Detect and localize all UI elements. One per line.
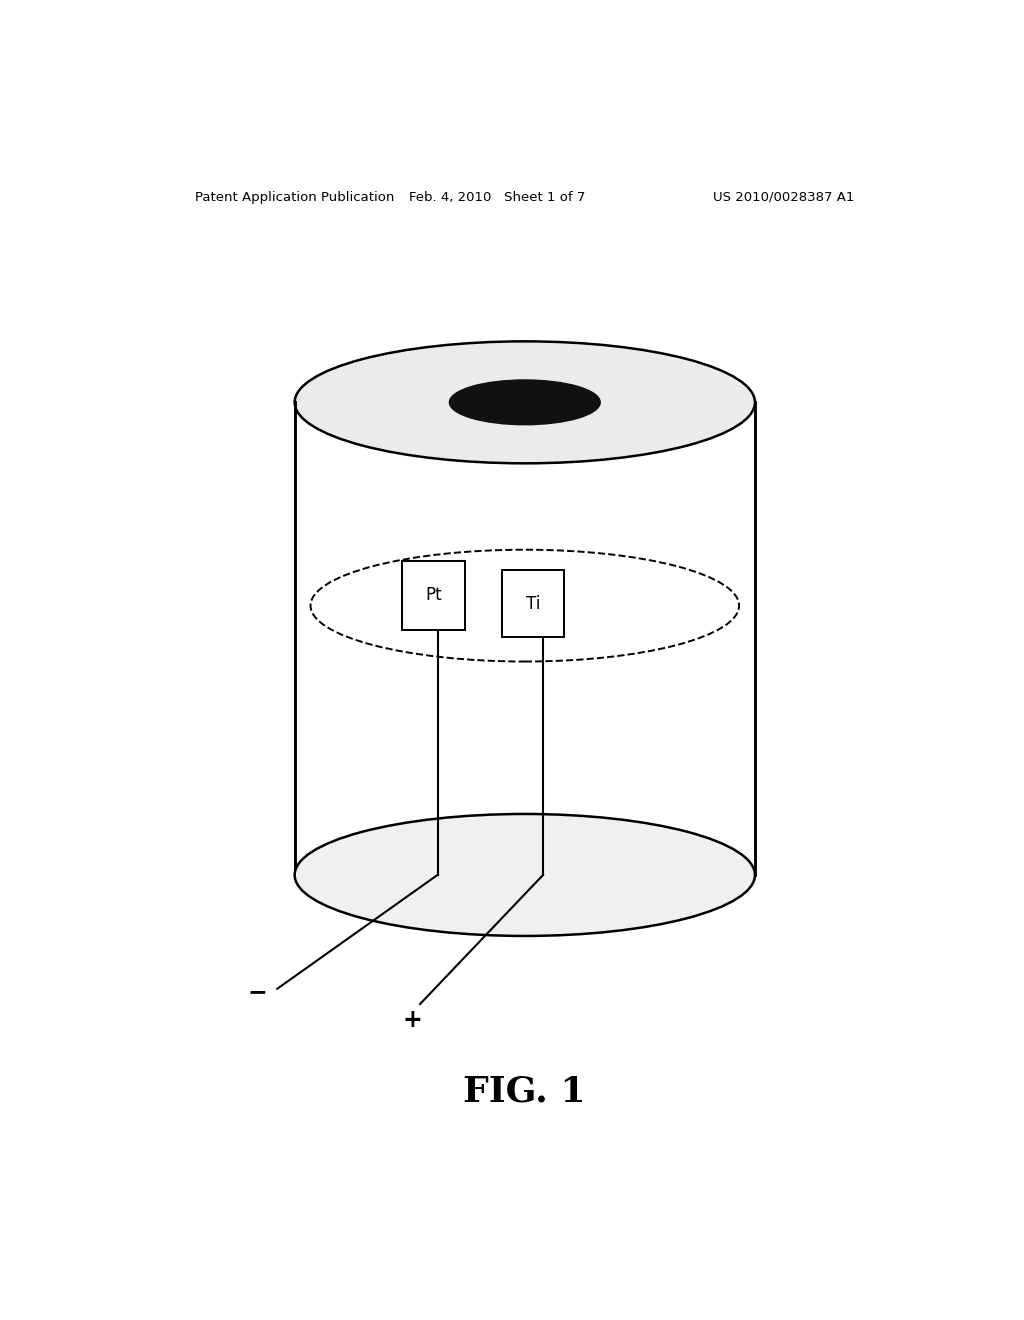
Text: +: +: [402, 1008, 422, 1032]
Text: US 2010/0028387 A1: US 2010/0028387 A1: [713, 190, 854, 203]
Text: Pt: Pt: [425, 586, 441, 605]
Text: Patent Application Publication: Patent Application Publication: [196, 190, 395, 203]
Text: −: −: [248, 979, 267, 1003]
Ellipse shape: [295, 814, 755, 936]
Bar: [502, 570, 563, 638]
Ellipse shape: [450, 380, 600, 425]
Bar: [401, 561, 465, 630]
Text: Feb. 4, 2010   Sheet 1 of 7: Feb. 4, 2010 Sheet 1 of 7: [409, 190, 585, 203]
Text: FIG. 1: FIG. 1: [464, 1074, 586, 1109]
Ellipse shape: [295, 342, 755, 463]
Text: Ti: Ti: [525, 594, 540, 612]
Bar: [295, 403, 755, 875]
